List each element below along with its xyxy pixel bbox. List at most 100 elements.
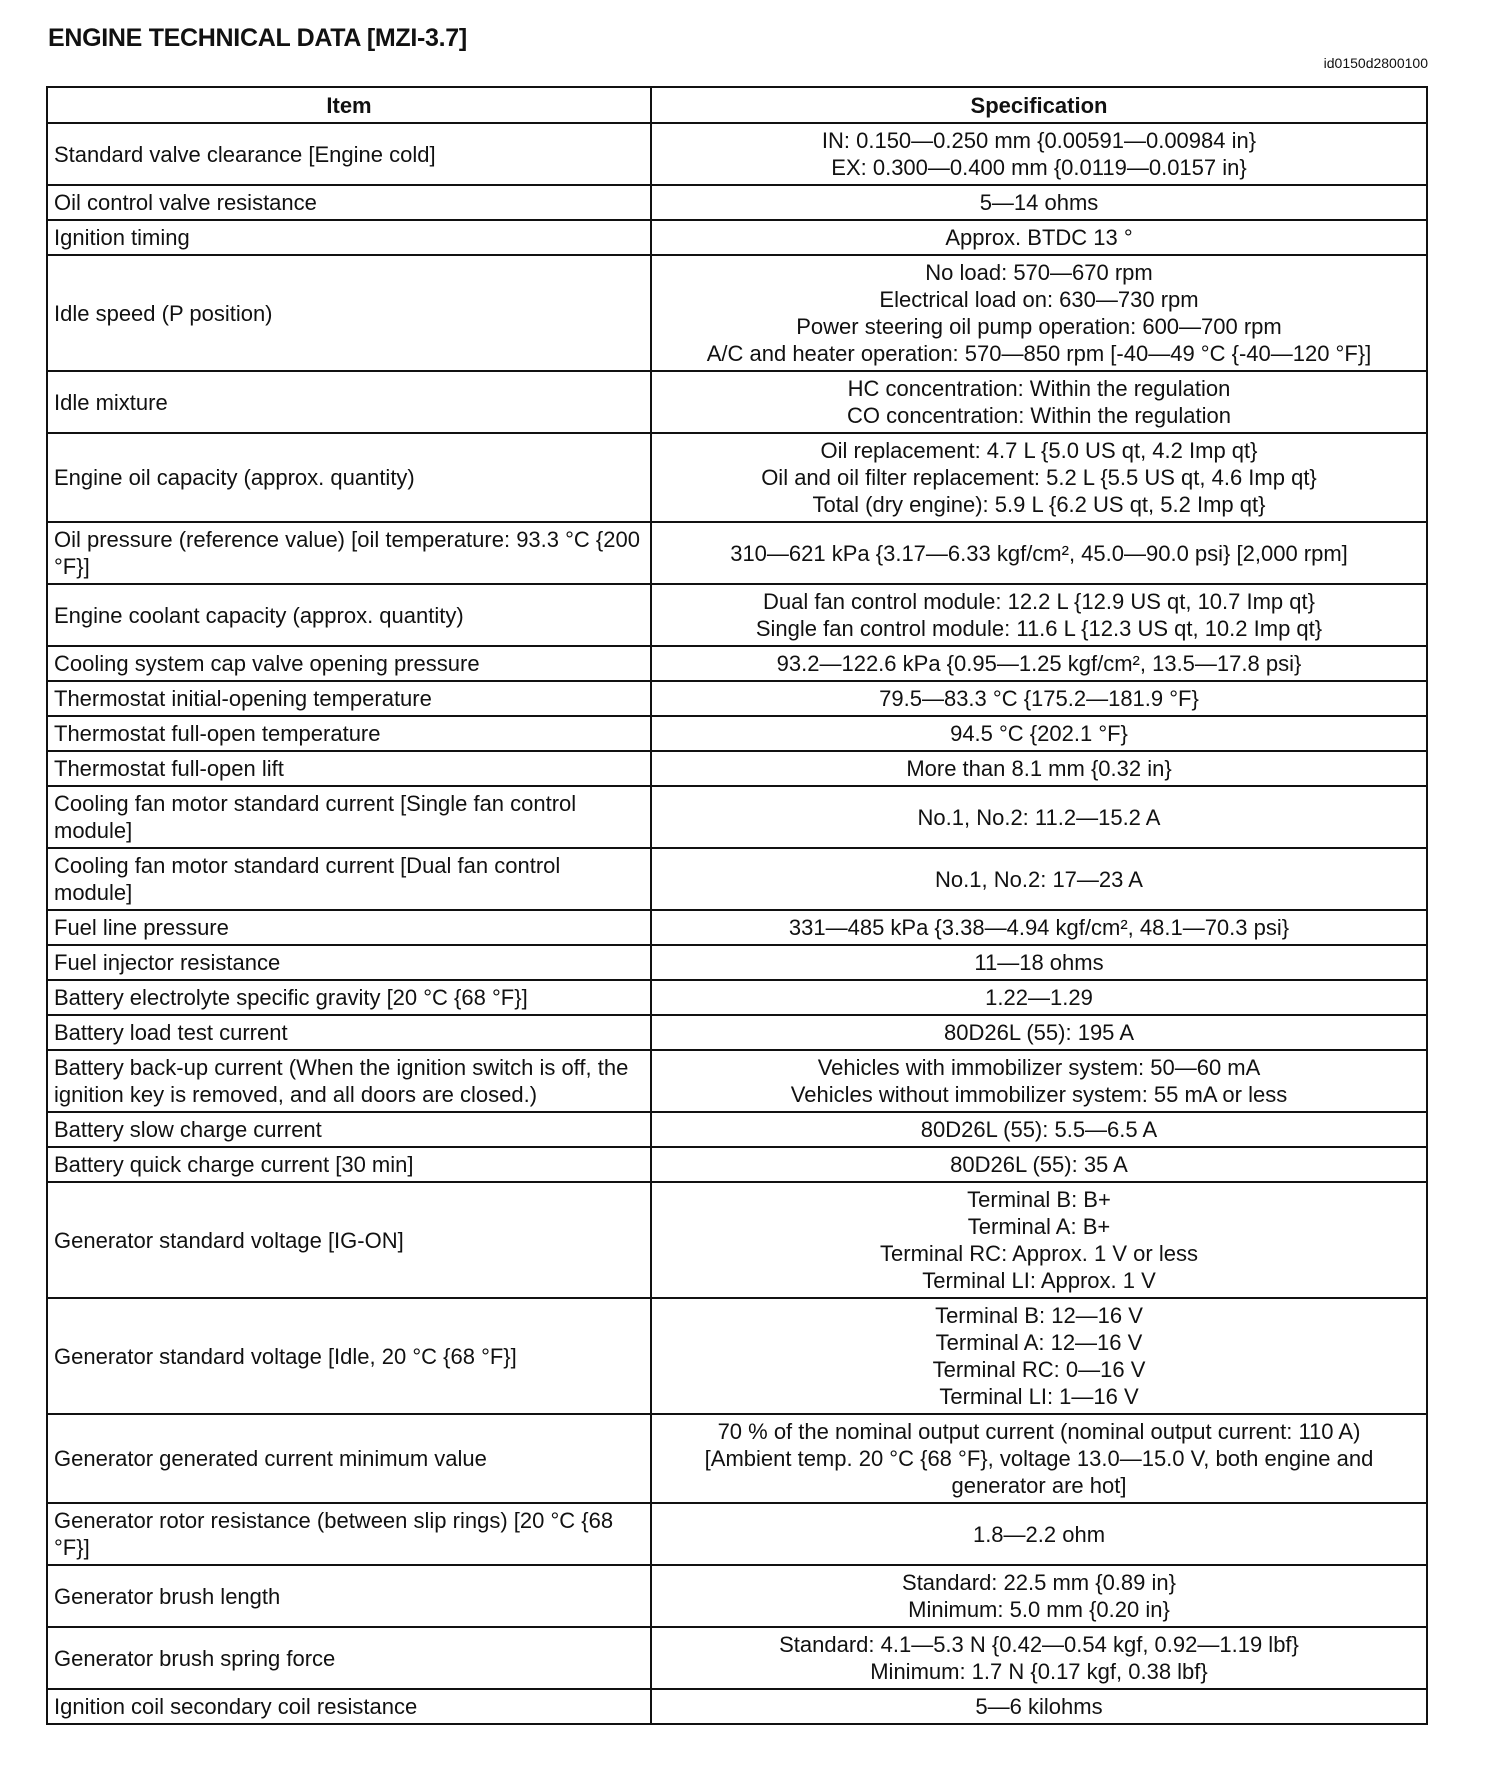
specification-cell: 79.5—83.3 °C {175.2—181.9 °F}: [650, 680, 1428, 717]
specification-line: Vehicles without immobilizer system: 55 …: [790, 1082, 1288, 1107]
specification-line: Vehicles with immobilizer system: 50—60 …: [817, 1055, 1261, 1080]
specification-line: Terminal LI: 1—16 V: [939, 1384, 1139, 1409]
item-cell: Fuel injector resistance: [46, 944, 652, 981]
specification-cell: HC concentration: Within the regulation C…: [650, 370, 1428, 434]
specification-line: Single fan control module: 11.6 L {12.3 …: [755, 616, 1323, 641]
table-row: Oil pressure (reference value) [oil temp…: [46, 521, 1428, 585]
specification-cell: No load: 570—670 rpm Electrical load on: …: [650, 254, 1428, 372]
specification-line: IN: 0.150—0.250 mm {0.00591—0.00984 in}: [821, 128, 1257, 153]
specification-cell: 94.5 °C {202.1 °F}: [650, 715, 1428, 752]
table-row: Generator standard voltage [IG-ON] Termin…: [46, 1181, 1428, 1299]
item-cell: Battery load test current: [46, 1014, 652, 1051]
specification-cell: 5—14 ohms: [650, 184, 1428, 221]
specification-line: 94.5 °C {202.1 °F}: [950, 721, 1128, 746]
specification-line: 80D26L (55): 195 A: [944, 1020, 1134, 1045]
specification-line: No.1, No.2: 11.2—15.2 A: [917, 804, 1161, 830]
specification-line: 5—14 ohms: [979, 190, 1099, 215]
specification-line: Oil replacement: 4.7 L {5.0 US qt, 4.2 I…: [820, 438, 1258, 463]
specification-cell: Dual fan control module: 12.2 L {12.9 US…: [650, 583, 1428, 647]
table-row: Battery load test current 80D26L (55): 19…: [46, 1014, 1428, 1051]
table-row: Engine coolant capacity (approx. quantit…: [46, 583, 1428, 647]
table-row: Thermostat initial-opening temperature 79…: [46, 680, 1428, 717]
table-row: Thermostat full-open lift More than 8.1 m…: [46, 750, 1428, 787]
specification-line: No load: 570—670 rpm: [925, 260, 1153, 285]
specification-line: 5—6 kilohms: [975, 1694, 1103, 1719]
specification-line: Terminal A: 12—16 V: [935, 1330, 1143, 1355]
item-cell: Generator brush spring force: [46, 1626, 652, 1690]
item-cell: Fuel line pressure: [46, 909, 652, 946]
specification-cell: 80D26L (55): 35 A: [650, 1146, 1428, 1183]
specification-line: 80D26L (55): 35 A: [950, 1152, 1128, 1177]
item-cell: Ignition coil secondary coil resistance: [46, 1688, 652, 1725]
specification-line: Standard: 22.5 mm {0.89 in}: [902, 1570, 1176, 1595]
engine-technical-data-table: Item Specification Standard valve cleara…: [46, 86, 1428, 1725]
specification-cell: Approx. BTDC 13 °: [650, 219, 1428, 256]
specification-cell: Terminal B: 12—16 V Terminal A: 12—16 V Te…: [650, 1297, 1428, 1415]
specification-line: Terminal B: B+: [967, 1187, 1111, 1212]
specification-cell: Standard: 22.5 mm {0.89 in} Minimum: 5.0 …: [650, 1564, 1428, 1628]
specification-line: generator are hot]: [951, 1473, 1127, 1498]
table-row: Battery electrolyte specific gravity [20…: [46, 979, 1428, 1016]
item-cell: Generator rotor resistance (between slip…: [46, 1502, 652, 1566]
specification-line: Terminal B: 12—16 V: [935, 1303, 1143, 1328]
item-cell: Standard valve clearance [Engine cold]: [46, 122, 652, 186]
specification-cell: Standard: 4.1—5.3 N {0.42—0.54 kgf, 0.92…: [650, 1626, 1428, 1690]
specification-cell: Oil replacement: 4.7 L {5.0 US qt, 4.2 I…: [650, 432, 1428, 523]
table-row: Idle mixture HC concentration: Within the…: [46, 370, 1428, 434]
table-row: Generator brush length Standard: 22.5 mm …: [46, 1564, 1428, 1628]
specification-cell: No.1, No.2: 17—23 A: [650, 847, 1428, 911]
table-row: Ignition timing Approx. BTDC 13 °: [46, 219, 1428, 256]
specification-line: Electrical load on: 630—730 rpm: [879, 287, 1199, 312]
item-cell: Battery quick charge current [30 min]: [46, 1146, 652, 1183]
table-row: Battery back-up current (When the igniti…: [46, 1049, 1428, 1113]
specification-line: 331—485 kPa {3.38—4.94 kgf/cm², 48.1—70.…: [788, 915, 1290, 940]
specification-cell: IN: 0.150—0.250 mm {0.00591—0.00984 in} E…: [650, 122, 1428, 186]
table-row: Engine oil capacity (approx. quantity) Oi…: [46, 432, 1428, 523]
specification-line: 93.2—122.6 kPa {0.95—1.25 kgf/cm², 13.5—…: [776, 651, 1302, 676]
specification-cell: 310—621 kPa {3.17—6.33 kgf/cm², 45.0—90.…: [650, 521, 1428, 585]
item-cell: Thermostat full-open temperature: [46, 715, 652, 752]
item-cell: Cooling system cap valve opening pressur…: [46, 645, 652, 682]
item-cell: Cooling fan motor standard current [Sing…: [46, 785, 652, 849]
specification-line: HC concentration: Within the regulation: [847, 376, 1231, 401]
item-cell: Oil control valve resistance: [46, 184, 652, 221]
specification-cell: 80D26L (55): 5.5—6.5 A: [650, 1111, 1428, 1148]
specification-line: 80D26L (55): 5.5—6.5 A: [920, 1117, 1158, 1142]
header-item: Item: [46, 86, 652, 124]
specification-line: [Ambient temp. 20 °C {68 °F}, voltage 13…: [704, 1446, 1374, 1471]
specification-line: Oil and oil filter replacement: 5.2 L {5…: [761, 465, 1317, 490]
table-row: Cooling system cap valve opening pressur…: [46, 645, 1428, 682]
specification-line: 79.5—83.3 °C {175.2—181.9 °F}: [879, 686, 1199, 711]
item-cell: Idle speed (P position): [46, 254, 652, 372]
item-cell: Oil pressure (reference value) [oil temp…: [46, 521, 652, 585]
specification-cell: 331—485 kPa {3.38—4.94 kgf/cm², 48.1—70.…: [650, 909, 1428, 946]
specification-line: Terminal RC: 0—16 V: [932, 1357, 1146, 1382]
specification-line: Terminal RC: Approx. 1 V or less: [880, 1241, 1198, 1266]
table-row: Generator rotor resistance (between slip…: [46, 1502, 1428, 1566]
item-cell: Battery slow charge current: [46, 1111, 652, 1148]
specification-cell: 1.22—1.29: [650, 979, 1428, 1016]
table-row: Oil control valve resistance 5—14 ohms: [46, 184, 1428, 221]
specification-line: Terminal LI: Approx. 1 V: [922, 1268, 1156, 1293]
table-row: Fuel line pressure 331—485 kPa {3.38—4.94…: [46, 909, 1428, 946]
item-cell: Engine oil capacity (approx. quantity): [46, 432, 652, 523]
specification-cell: 11—18 ohms: [650, 944, 1428, 981]
item-cell: Idle mixture: [46, 370, 652, 434]
document-id: id0150d2800100: [1323, 55, 1428, 71]
specification-line: A/C and heater operation: 570—850 rpm [-…: [706, 341, 1372, 366]
table-row: Idle speed (P position) No load: 570—670 …: [46, 254, 1428, 372]
specification-line: Power steering oil pump operation: 600—7…: [796, 314, 1282, 339]
specification-line: 11—18 ohms: [974, 950, 1104, 975]
table-row: Ignition coil secondary coil resistance 5…: [46, 1688, 1428, 1725]
item-cell: Battery electrolyte specific gravity [20…: [46, 979, 652, 1016]
item-cell: Engine coolant capacity (approx. quantit…: [46, 583, 652, 647]
specification-line: Standard: 4.1—5.3 N {0.42—0.54 kgf, 0.92…: [779, 1632, 1299, 1657]
table-row: Generator standard voltage [Idle, 20 °C …: [46, 1297, 1428, 1415]
table-row: Thermostat full-open temperature 94.5 °C …: [46, 715, 1428, 752]
specification-line: Dual fan control module: 12.2 L {12.9 US…: [763, 589, 1315, 614]
specification-cell: Terminal B: B+ Terminal A: B+ Terminal RC:…: [650, 1181, 1428, 1299]
table-row: Battery slow charge current 80D26L (55): …: [46, 1111, 1428, 1148]
specification-line: 1.8—2.2 ohm: [972, 1521, 1106, 1547]
specification-line: 1.22—1.29: [985, 985, 1093, 1010]
item-cell: Battery back-up current (When the igniti…: [46, 1049, 652, 1113]
